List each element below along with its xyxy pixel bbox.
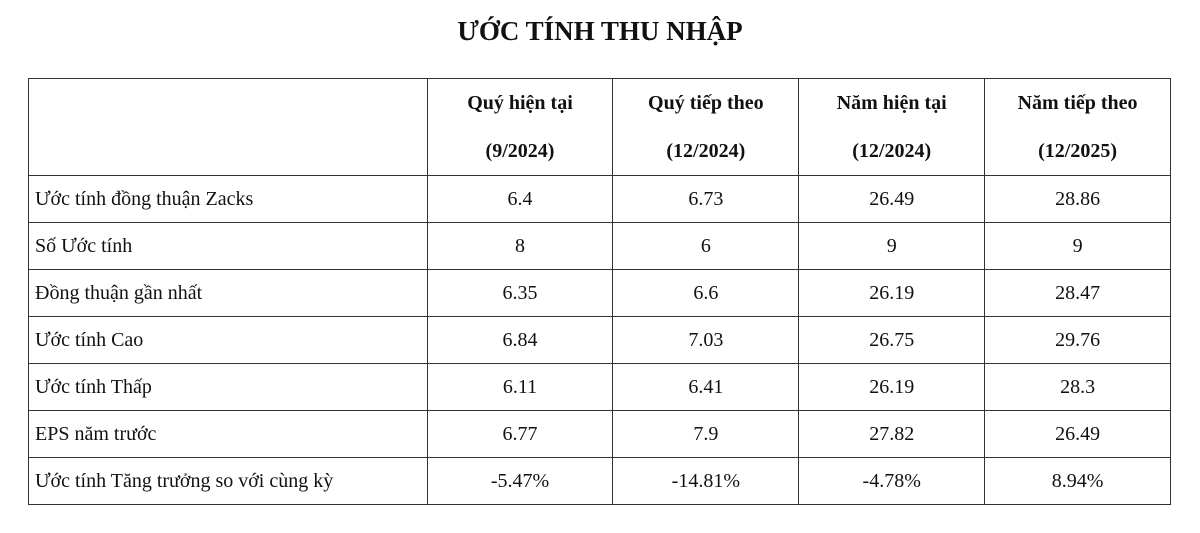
table-row: Đồng thuận gần nhất 6.35 6.6 26.19 28.47 [28,269,1171,317]
column-label: Năm hiện tại [836,92,947,114]
column-header: Quý hiện tại (9/2024) [426,78,614,176]
cell-value: 28.47 [984,269,1171,317]
cell-value: -14.81% [612,457,800,505]
cell-value: 6.77 [426,410,614,458]
table-row: Ước tính Tăng trưởng so với cùng kỳ -5.47… [28,457,1171,505]
row-label: Ước tính đồng thuận Zacks [28,175,428,223]
row-label: Số Ước tính [28,222,428,270]
cell-value: -4.78% [798,457,986,505]
cell-value: 6.35 [426,269,614,317]
corner-cell [28,78,428,176]
column-period: (12/2024) [852,140,932,162]
table-row: Ước tính Cao 6.84 7.03 26.75 29.76 [28,316,1171,364]
column-period: (12/2024) [666,140,746,162]
column-label: Quý hiện tại [467,92,573,114]
cell-value: 29.76 [984,316,1171,364]
cell-value: 6.6 [612,269,800,317]
title: ƯỚC TÍNH THU NHẬP [457,16,743,46]
cell-value: 8 [426,222,614,270]
cell-value: 6.11 [426,363,614,411]
cell-value: 6 [612,222,800,270]
table-row: EPS năm trước 6.77 7.9 27.82 26.49 [28,410,1171,458]
cell-value: 6.4 [426,175,614,223]
cell-value: -5.47% [426,457,614,505]
row-label: EPS năm trước [28,410,428,458]
cell-value: 7.03 [612,316,800,364]
cell-value: 28.86 [984,175,1171,223]
row-label: Ước tính Cao [28,316,428,364]
column-period: (12/2025) [1038,140,1117,162]
cell-value: 9 [984,222,1171,270]
cell-value: 28.3 [984,363,1171,411]
cell-value: 26.19 [798,363,986,411]
row-label: Đồng thuận gần nhất [28,269,428,317]
cell-value: 6.41 [612,363,800,411]
column-period: (9/2024) [485,140,555,162]
cell-value: 26.49 [798,175,986,223]
cell-value: 6.84 [426,316,614,364]
column-label: Quý tiếp theo [648,92,764,114]
row-label: Ước tính Tăng trưởng so với cùng kỳ [28,457,428,505]
table-row: Số Ước tính 8 6 9 9 [28,222,1171,270]
row-label: Ước tính Thấp [28,363,428,411]
column-header: Quý tiếp theo (12/2024) [612,78,800,176]
cell-value: 26.75 [798,316,986,364]
cell-value: 6.73 [612,175,800,223]
column-header: Năm hiện tại (12/2024) [798,78,986,176]
cell-value: 9 [798,222,986,270]
earnings-table: Quý hiện tại (9/2024) Quý tiếp theo (12/202… [28,78,1171,505]
column-label: Năm tiếp theo [1017,92,1138,114]
table-row: Ước tính Thấp 6.11 6.41 26.19 28.3 [28,363,1171,411]
cell-value: 26.49 [984,410,1171,458]
column-header: Năm tiếp theo (12/2025) [984,78,1171,176]
cell-value: 8.94% [984,457,1171,505]
header-row: Quý hiện tại (9/2024) Quý tiếp theo (12/202… [28,78,1171,176]
cell-value: 27.82 [798,410,986,458]
cell-value: 26.19 [798,269,986,317]
cell-value: 7.9 [612,410,800,458]
table-row: Ước tính đồng thuận Zacks 6.4 6.73 26.49 28.… [28,175,1171,223]
